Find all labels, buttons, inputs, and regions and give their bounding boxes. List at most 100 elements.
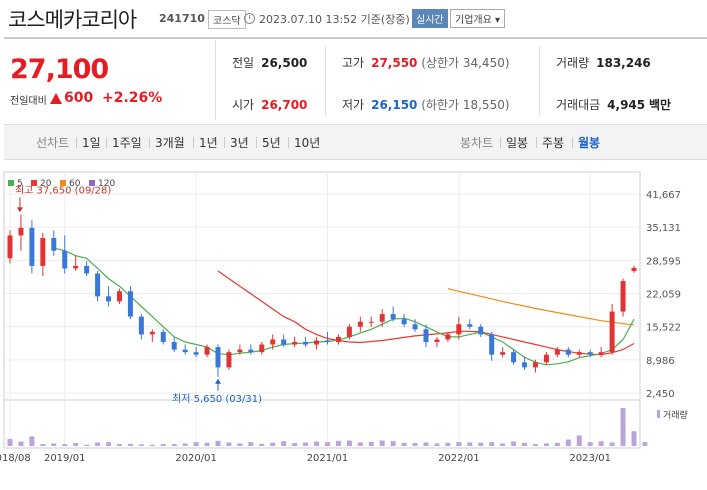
volume-legend-label: 거래량 xyxy=(663,409,688,421)
low-arrowhead xyxy=(215,378,221,384)
volume-bar xyxy=(7,438,13,446)
candle-body xyxy=(390,314,396,320)
high-annotation: 최고 37,650 (09/28) xyxy=(15,184,111,196)
volume-bar xyxy=(215,440,221,446)
stat-label: 시가 xyxy=(232,98,255,112)
candle-body xyxy=(160,331,166,343)
candle xyxy=(106,286,112,307)
candle xyxy=(368,316,374,327)
candle-body xyxy=(226,352,232,368)
stat-value: 27,550 xyxy=(371,56,418,70)
stat-label: 거래량 xyxy=(556,56,590,70)
candle-body xyxy=(51,237,57,251)
volume-bar xyxy=(609,442,615,446)
candle-body xyxy=(182,349,188,353)
candle xyxy=(281,334,287,348)
candle-monthly-tab[interactable]: 월봉 xyxy=(578,136,601,150)
period-3m-tab[interactable]: 3개월 xyxy=(155,136,185,150)
candle-body xyxy=(149,331,155,335)
candle xyxy=(193,347,199,358)
volume-bar xyxy=(532,444,538,446)
candle-body xyxy=(171,342,177,350)
candle-body xyxy=(292,342,298,345)
candle-body xyxy=(445,334,451,340)
stat-label: 거래대금 xyxy=(556,98,601,112)
header-divider xyxy=(4,37,707,39)
candle-weekly-tab[interactable]: 주봉 xyxy=(542,136,565,150)
volume-bar xyxy=(171,444,177,446)
toolbar-divider xyxy=(572,137,573,148)
volume-bar xyxy=(379,440,385,446)
candle xyxy=(445,331,451,343)
candle-body xyxy=(324,340,330,343)
company-info-dropdown[interactable]: 기업개요 ▾ xyxy=(450,9,505,28)
toolbar-divider xyxy=(500,137,501,148)
stat-value: 4,945 xyxy=(607,98,646,112)
candle-body xyxy=(576,352,582,355)
candle xyxy=(259,342,265,355)
candle xyxy=(138,314,144,340)
volume-bar xyxy=(18,441,24,446)
volume-bar xyxy=(434,443,440,446)
volume-bar xyxy=(29,436,35,446)
chart-toolbar: 선차트 1일 1주일 3개월 1년 3년 5년 10년 봉차트 일봉 주봉 월봉 xyxy=(4,124,707,160)
period-3y-tab[interactable]: 3년 xyxy=(230,136,249,150)
volume-bar xyxy=(73,443,79,446)
toolbar-divider xyxy=(193,137,194,148)
period-1w-tab[interactable]: 1주일 xyxy=(112,136,142,150)
volume-bar xyxy=(259,443,265,446)
candle xyxy=(248,344,254,355)
candle-body xyxy=(478,326,484,335)
period-1y-tab[interactable]: 1년 xyxy=(199,136,218,150)
candle xyxy=(478,324,484,337)
candle xyxy=(73,255,79,271)
period-10y-tab[interactable]: 10년 xyxy=(294,136,321,150)
candle xyxy=(412,319,418,332)
candle-body xyxy=(29,227,35,266)
period-5y-tab[interactable]: 5년 xyxy=(262,136,281,150)
candle-body xyxy=(193,352,199,355)
candle-body xyxy=(368,321,374,323)
candle xyxy=(270,334,276,350)
realtime-button[interactable]: 실시간 xyxy=(412,9,448,28)
candle-body xyxy=(270,339,276,345)
candle-body xyxy=(281,339,287,345)
volume-bar xyxy=(412,443,418,446)
candle-body xyxy=(379,314,385,322)
candle-body xyxy=(237,349,243,353)
candle xyxy=(532,359,538,373)
candle-body xyxy=(467,324,473,327)
current-price: 27,100 xyxy=(10,54,109,85)
volume-bar xyxy=(138,444,144,446)
stat-label: 전일 xyxy=(232,56,255,70)
toolbar-divider xyxy=(256,137,257,148)
candle xyxy=(62,235,68,274)
stat-unit: 백만 xyxy=(648,98,672,112)
candle-body xyxy=(40,237,46,266)
stat-value: 26,150 xyxy=(371,98,418,112)
candle-body xyxy=(489,334,495,355)
stat-value: 26,500 xyxy=(261,56,308,70)
candle-body xyxy=(543,354,549,363)
period-1d-tab[interactable]: 1일 xyxy=(82,136,101,150)
stat-note: (하한가 18,550) xyxy=(421,98,510,112)
candle-body xyxy=(554,349,560,355)
candle xyxy=(522,357,528,370)
volume-bar xyxy=(631,431,637,446)
volume-bar xyxy=(248,442,254,446)
candle xyxy=(620,278,626,317)
volume-bar xyxy=(324,442,330,446)
change-label: 전일대비 xyxy=(10,96,47,107)
candle xyxy=(543,352,549,365)
volume-bar xyxy=(270,442,276,446)
candle-body xyxy=(357,321,363,327)
candle-daily-tab[interactable]: 일봉 xyxy=(506,136,529,150)
volume-bar xyxy=(423,442,429,446)
candle xyxy=(357,316,363,332)
volume-bar xyxy=(445,442,451,446)
candle xyxy=(171,336,177,353)
volume-bar xyxy=(478,442,484,446)
change-value: 600 xyxy=(64,90,94,106)
volume-bar xyxy=(390,441,396,446)
volume-bar xyxy=(598,441,604,446)
